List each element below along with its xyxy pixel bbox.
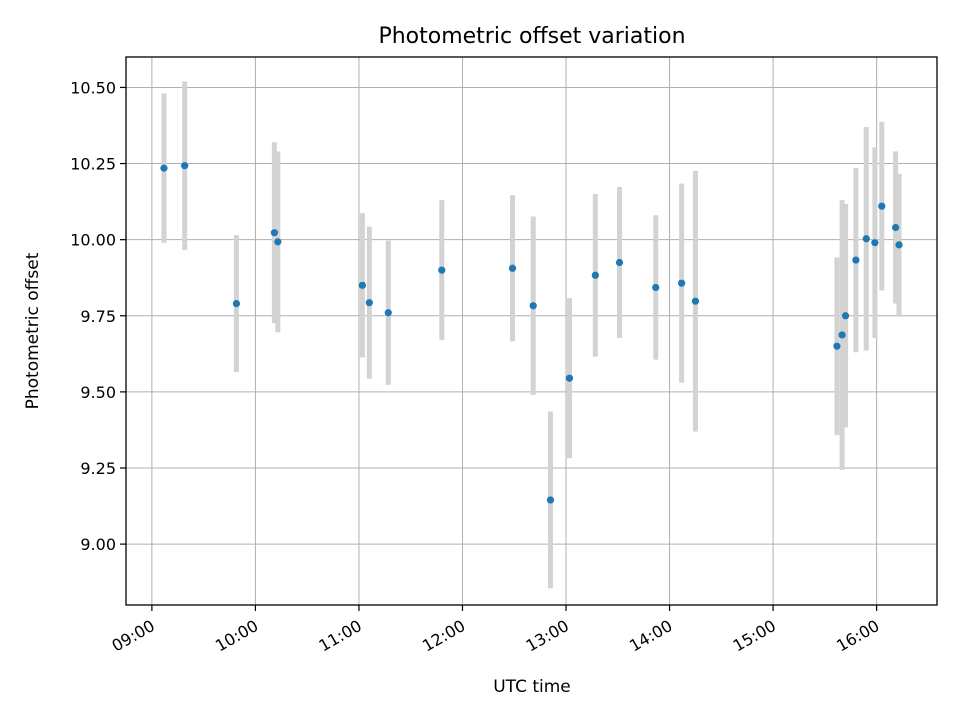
data-point [691, 297, 700, 305]
data-point [678, 279, 686, 287]
data-point [181, 162, 189, 170]
data-point [160, 164, 168, 172]
data-point [895, 241, 903, 249]
y-tick-label: 9.75 [80, 307, 116, 326]
data-point [438, 266, 446, 274]
data-point [565, 374, 574, 382]
data-point [615, 258, 624, 267]
data-point [891, 223, 900, 232]
data-point [841, 312, 850, 320]
chart-title: Photometric offset variation [378, 24, 685, 49]
data-point [529, 302, 537, 310]
x-axis-label: UTC time [493, 677, 571, 697]
y-tick-label: 9.50 [80, 383, 116, 402]
data-point [652, 283, 660, 292]
data-point [862, 235, 870, 243]
y-axis-ticks: 9.00 9.25 9.50 9.75 10.00 10.25 10.50 [70, 78, 126, 554]
data-point [833, 342, 841, 350]
y-tick-label: 10.00 [70, 231, 116, 250]
data-points [160, 162, 903, 504]
y-tick-label: 10.50 [70, 78, 116, 97]
y-axis-label: Photometric offset [23, 252, 43, 409]
data-point [270, 229, 278, 237]
data-point [365, 299, 373, 307]
data-point [546, 496, 555, 504]
y-tick-label: 10.25 [70, 155, 116, 174]
data-point [852, 256, 860, 264]
data-point [591, 271, 599, 279]
plot-frame [125, 56, 938, 606]
data-point [358, 281, 366, 289]
data-point [274, 238, 282, 246]
data-point [871, 239, 879, 247]
y-tick-label: 9.00 [80, 535, 116, 554]
data-point [508, 264, 517, 272]
data-point [878, 202, 886, 210]
data-point [384, 309, 392, 317]
y-tick-label: 9.25 [80, 459, 116, 478]
data-point [838, 331, 846, 339]
data-point [232, 300, 241, 308]
